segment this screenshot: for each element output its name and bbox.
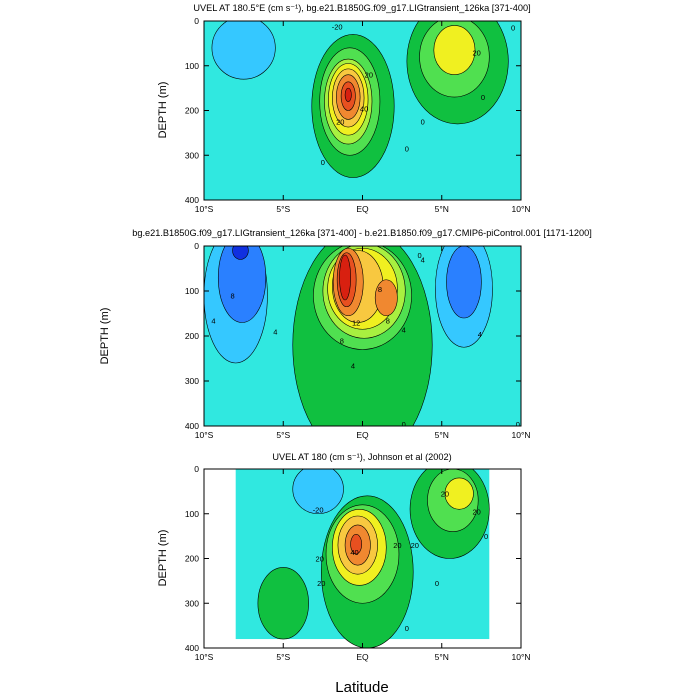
contour-fills <box>211 21 509 178</box>
contour-label: 0 <box>402 420 406 429</box>
contour-label: 4 <box>211 316 215 325</box>
contour-label: 0 <box>417 251 421 260</box>
contour-fills <box>257 469 490 648</box>
x-tick-label: 10°N <box>512 652 531 662</box>
contour-region-eqc-70 <box>344 87 352 102</box>
y-tick-label: 400 <box>185 643 199 653</box>
contour-region-diff-neg-east-4 <box>446 246 482 319</box>
contour-label: 20 <box>336 118 344 127</box>
x-axis-label: Latitude <box>335 679 388 696</box>
x-tick-label: 5°N <box>435 204 449 214</box>
contour-label: 20 <box>365 71 373 80</box>
y-tick-label: 0 <box>194 464 199 474</box>
contour-label: 8 <box>230 292 234 301</box>
contour-label: 20 <box>393 541 401 550</box>
x-tick-label: 5°S <box>276 652 290 662</box>
y-tick-label: 100 <box>185 286 199 296</box>
y-tick-label: 300 <box>185 376 199 386</box>
panel-lig-minus-pi-difference: bg.e21.B1850G.f09_g17.LIGtransient_126ka… <box>99 228 592 440</box>
y-tick-label: 0 <box>194 16 199 26</box>
contour-label: 4 <box>402 325 406 334</box>
contour-region-diff-neg-west-4 <box>217 246 267 323</box>
contour-plot-area: -20 20 20 20 40 20 20 20 0 0 0 <box>235 469 490 648</box>
contour-label: 0 <box>321 158 325 167</box>
x-tick-label: 5°N <box>435 652 449 662</box>
contour-region-obs-deep-neg <box>257 567 309 640</box>
y-axis-label: DEPTH (m) <box>157 82 169 139</box>
contour-label: 8 <box>378 285 382 294</box>
contour-label: 0 <box>405 145 409 154</box>
x-tick-label: 10°S <box>195 652 214 662</box>
contour-region-sec-west-neg <box>211 21 276 80</box>
y-tick-label: 100 <box>185 509 199 519</box>
contour-label: 20 <box>316 555 324 564</box>
contour-label: 0 <box>405 624 409 633</box>
contour-label: 20 <box>441 490 449 499</box>
panel-title: UVEL AT 180 (cm s⁻¹), Johnson et al (200… <box>272 452 451 462</box>
x-tick-label: 10°N <box>512 204 531 214</box>
y-tick-label: 300 <box>185 150 199 160</box>
contour-region-obs-sec-neg <box>292 469 344 515</box>
contour-label: 0 <box>516 420 520 429</box>
y-axis-label: DEPTH (m) <box>99 308 111 365</box>
y-tick-label: 200 <box>185 106 199 116</box>
contour-label: -20 <box>332 22 343 31</box>
panel-title: UVEL AT 180.5°E (cm s⁻¹), bg.e21.B1850G.… <box>193 3 530 13</box>
contour-labels: -20 20 20 20 40 20 20 20 0 0 0 <box>313 490 489 633</box>
x-tick-label: 5°S <box>276 430 290 440</box>
x-tick-label: 5°S <box>276 204 290 214</box>
contour-label: 0 <box>435 579 439 588</box>
contour-region-obs-eqc-50 <box>350 534 363 555</box>
contour-label: 0 <box>421 118 425 127</box>
y-tick-label: 0 <box>194 241 199 251</box>
x-tick-label: EQ <box>356 204 369 214</box>
contour-label: 4 <box>421 256 425 265</box>
contour-fills <box>204 246 493 426</box>
y-tick-label: 400 <box>185 195 199 205</box>
y-tick-label: 100 <box>185 61 199 71</box>
contour-label: 4 <box>273 328 277 337</box>
contour-region-diff-neg-west-6 <box>232 246 249 260</box>
contour-label: 20 <box>472 508 480 517</box>
contour-label: 20 <box>317 579 325 588</box>
contour-label: 4 <box>478 330 482 339</box>
contour-labels: -20 20 20 40 0 0 0 0 20 0 <box>321 22 515 167</box>
contour-label: 40 <box>350 548 358 557</box>
contour-label: 12 <box>352 319 360 328</box>
y-tick-label: 200 <box>185 554 199 564</box>
y-axis-label: DEPTH (m) <box>157 530 169 587</box>
panel-lig-uvel: UVEL AT 180.5°E (cm s⁻¹), bg.e21.B1850G.… <box>157 3 531 214</box>
y-tick-label: 300 <box>185 598 199 608</box>
x-tick-label: 10°S <box>195 204 214 214</box>
x-tick-label: EQ <box>356 652 369 662</box>
contour-plot-area: -20 20 20 40 0 0 0 0 20 0 <box>204 21 521 200</box>
panel-johnson-observations: UVEL AT 180 (cm s⁻¹), Johnson et al (200… <box>157 452 531 662</box>
x-tick-label: EQ <box>356 430 369 440</box>
y-tick-label: 200 <box>185 331 199 341</box>
y-tick-label: 400 <box>185 421 199 431</box>
contour-label: 4 <box>351 361 355 370</box>
x-tick-label: 5°N <box>435 430 449 440</box>
contour-region-nec-20 <box>433 25 476 76</box>
x-tick-label: 10°S <box>195 430 214 440</box>
x-tick-label: 10°N <box>512 430 531 440</box>
contour-label: -20 <box>313 505 324 514</box>
contour-label: 40 <box>360 104 368 113</box>
contour-label: 8 <box>386 316 390 325</box>
contour-label: 8 <box>340 337 344 346</box>
contour-region-diff-pos-14 <box>339 254 351 301</box>
contour-label: 0 <box>484 532 488 541</box>
contour-label: 0 <box>511 24 515 33</box>
contour-region-obs-nec-20 <box>444 477 474 510</box>
contour-label: 20 <box>411 541 419 550</box>
panel-title: bg.e21.B1850G.f09_g17.LIGtransient_126ka… <box>132 228 592 238</box>
contour-label: 0 <box>481 93 485 102</box>
contour-label: 20 <box>472 48 480 57</box>
contour-region-diff-pos-10b <box>374 279 398 317</box>
